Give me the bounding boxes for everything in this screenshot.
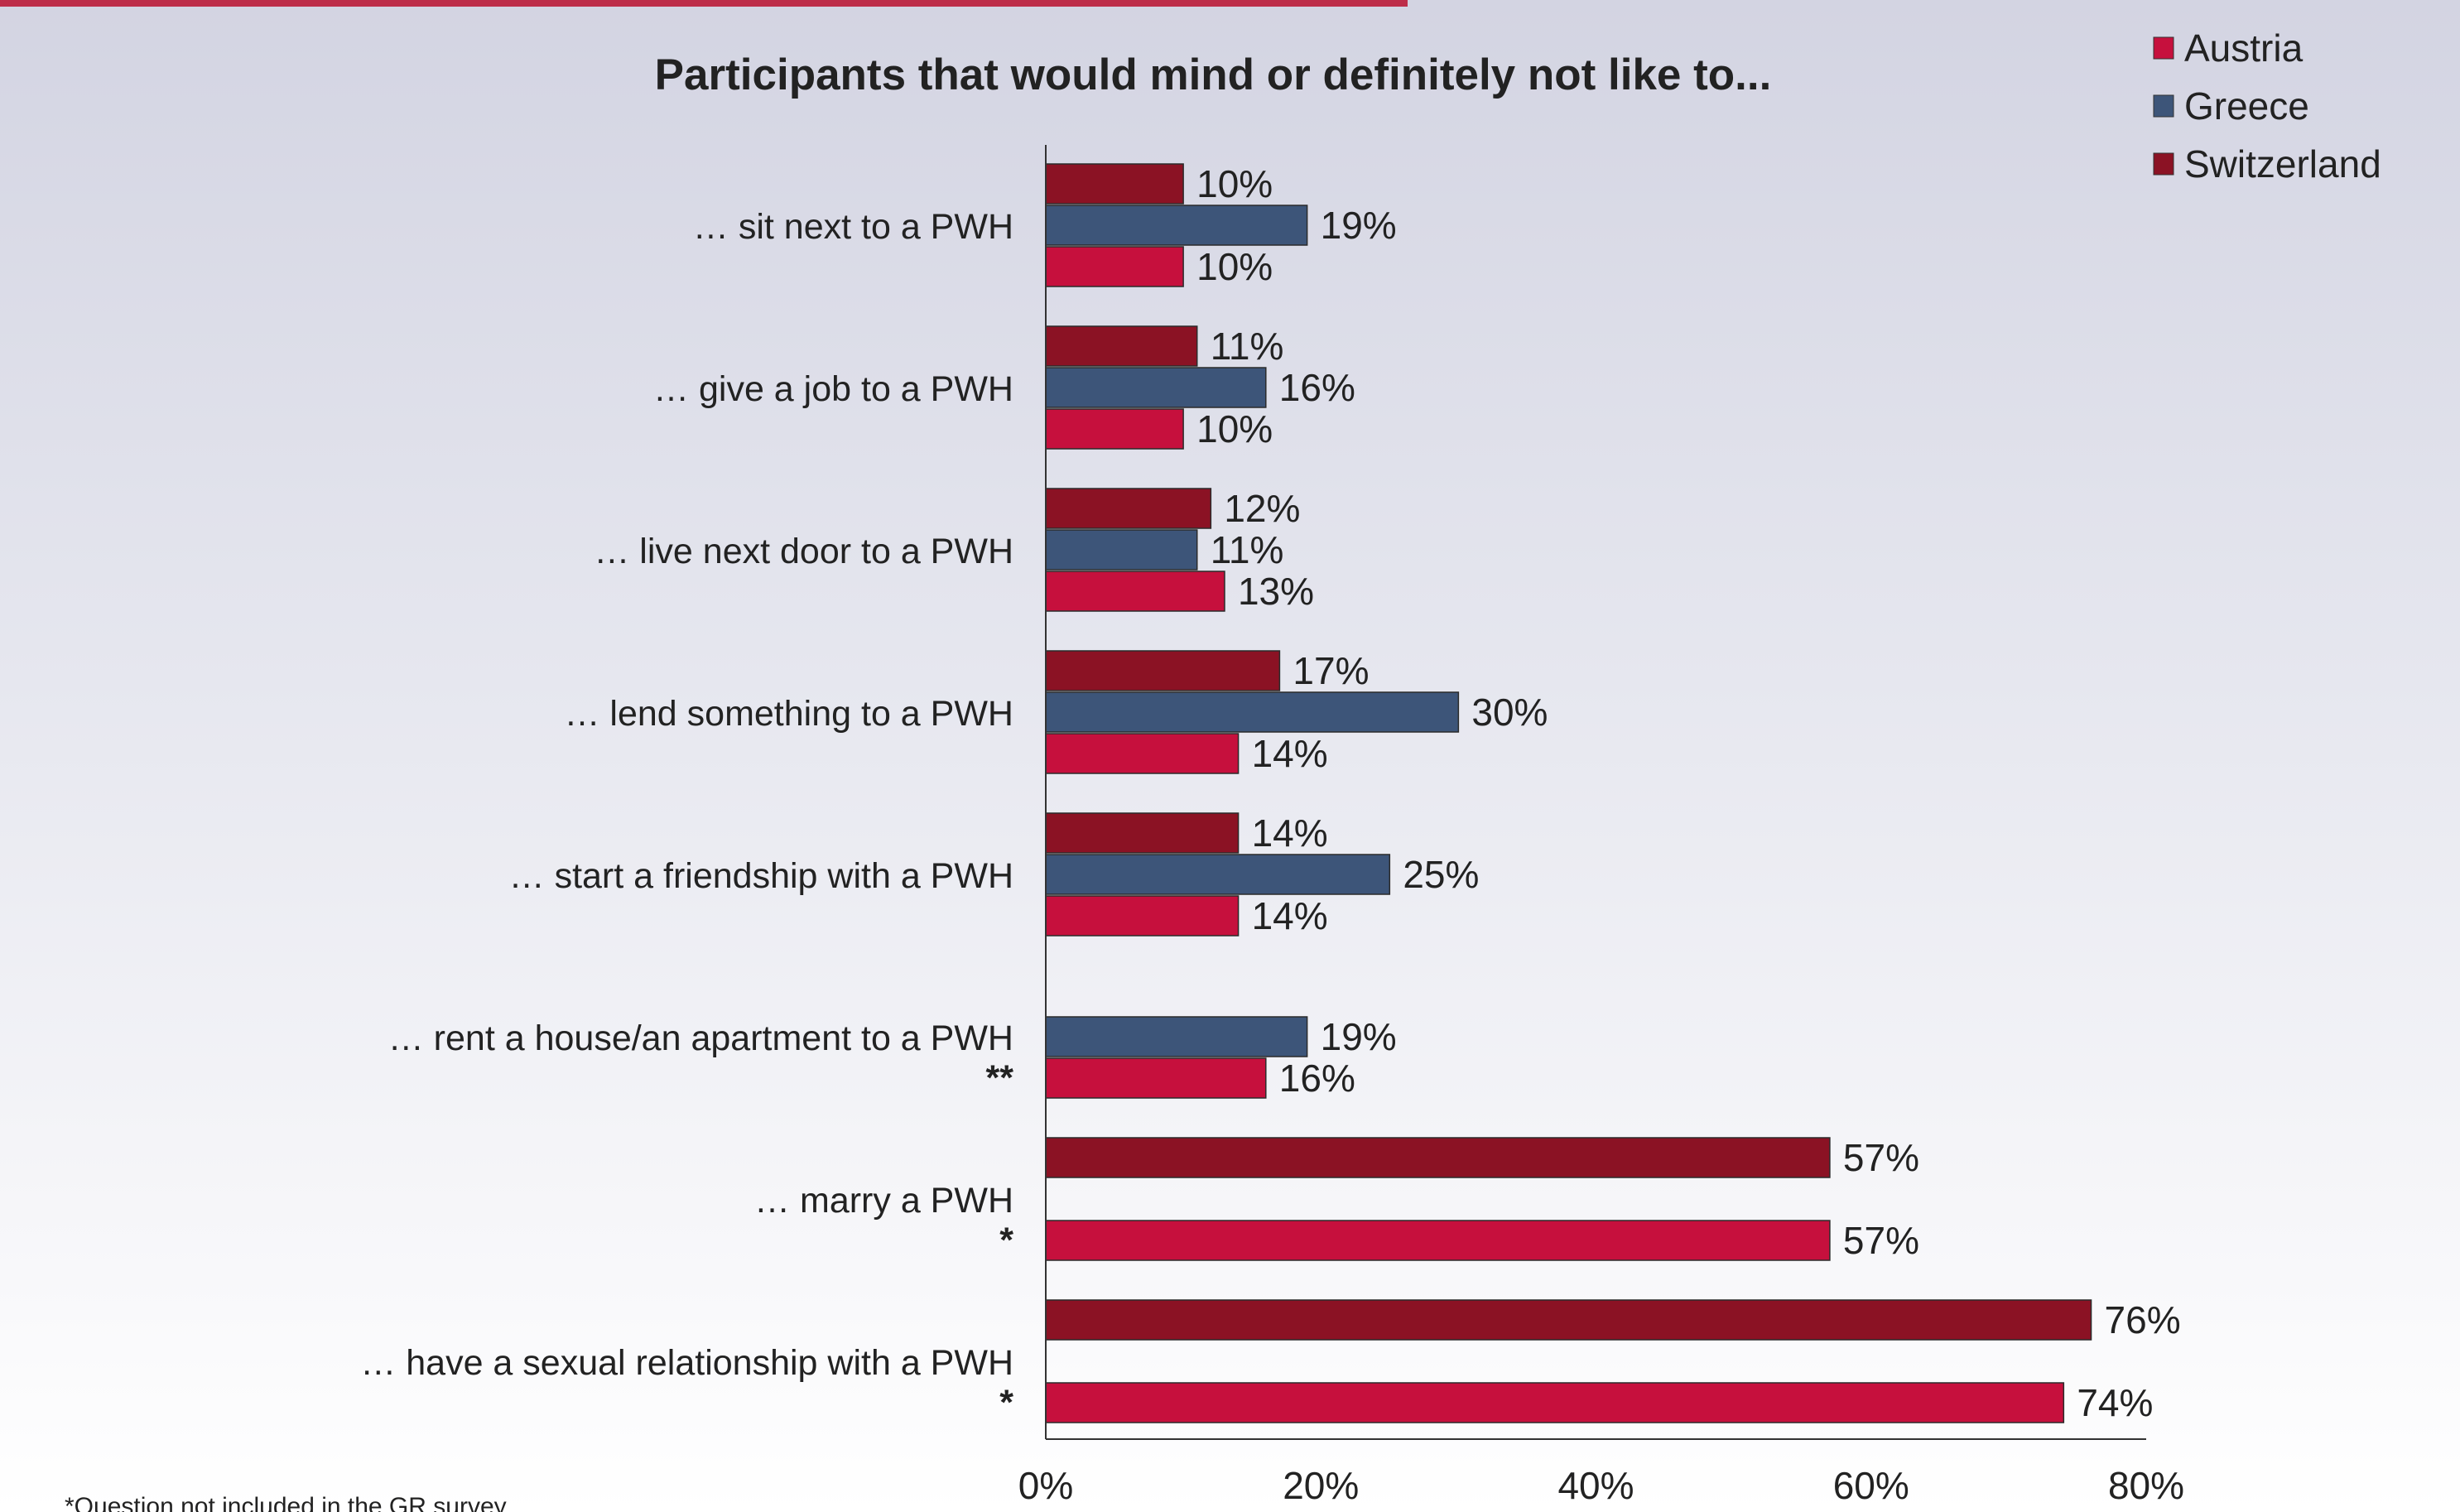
x-tick-label: 20% (1283, 1464, 1359, 1507)
value-label: 11% (1211, 325, 1284, 368)
x-tick-label: 60% (1833, 1464, 1909, 1507)
bar-switzerland (1045, 163, 1184, 205)
bar-austria (1045, 1057, 1267, 1099)
value-label: 19% (1321, 204, 1397, 247)
category-label: … sit next to a PWH (693, 207, 1013, 247)
value-label: 13% (1238, 570, 1314, 613)
legend-label-switzerland: Switzerland (2184, 142, 2381, 185)
bar-austria (1045, 408, 1184, 450)
value-label: 74% (2077, 1381, 2153, 1424)
legend-label-austria: Austria (2184, 26, 2304, 70)
value-label: 57% (1843, 1219, 1919, 1262)
value-label: 12% (1224, 487, 1300, 530)
value-label: 76% (2105, 1298, 2181, 1341)
bar-greece (1045, 1016, 1308, 1057)
x-tick-label: 40% (1557, 1464, 1634, 1507)
category-label: … start a friendship with a PWH (509, 856, 1013, 896)
bar-greece (1045, 205, 1308, 246)
value-label: 10% (1196, 245, 1273, 288)
value-label: 16% (1279, 1057, 1355, 1100)
footnote: *Question not included in the GR survey (65, 1493, 507, 1512)
bar-switzerland (1045, 812, 1240, 854)
bar-austria (1045, 1382, 2065, 1423)
legend-label-greece: Greece (2184, 84, 2309, 128)
bar-switzerland (1045, 1299, 2092, 1341)
value-label: 57% (1843, 1136, 1919, 1179)
value-label: 14% (1252, 894, 1328, 937)
category-label: … have a sexual relationship with a PWH (360, 1343, 1013, 1383)
x-tick-label: 80% (2108, 1464, 2184, 1507)
category-label: … live next door to a PWH (594, 532, 1013, 571)
x-tick-label: 0% (1018, 1464, 1073, 1507)
bar-switzerland (1045, 650, 1281, 691)
bar-greece (1045, 529, 1198, 571)
bar-greece (1045, 367, 1267, 408)
bar-austria (1045, 571, 1225, 612)
value-label: 11% (1211, 528, 1284, 571)
bar-greece (1045, 691, 1460, 733)
category-footnote-marker: * (999, 1221, 1013, 1260)
bar-greece (1045, 854, 1391, 895)
legend-swatch-austria (2153, 36, 2174, 60)
value-label: 10% (1196, 162, 1273, 205)
header-accent-strip (0, 0, 1408, 7)
bar-switzerland (1045, 325, 1198, 367)
category-label: … marry a PWH (754, 1181, 1013, 1221)
legend-swatch-switzerland (2153, 152, 2174, 176)
value-label: 10% (1196, 407, 1273, 450)
category-label: … rent a house/an apartment to a PWH (388, 1018, 1013, 1058)
legend-swatch-greece (2153, 94, 2174, 118)
bar-austria (1045, 246, 1184, 287)
value-label: 19% (1321, 1015, 1397, 1058)
category-label: … lend something to a PWH (564, 694, 1013, 734)
category-footnote-marker: * (999, 1383, 1013, 1423)
value-label: 30% (1471, 691, 1548, 734)
value-label: 16% (1279, 366, 1355, 409)
value-label: 14% (1252, 732, 1328, 775)
value-label: 17% (1293, 649, 1369, 692)
bar-switzerland (1045, 1137, 1831, 1178)
category-footnote-marker: ** (986, 1058, 1014, 1098)
bar-austria (1045, 1220, 1831, 1261)
value-label: 14% (1252, 811, 1328, 855)
chart-title: Participants that would mind or definite… (655, 51, 1772, 99)
value-label: 25% (1403, 853, 1479, 896)
category-label: … give a job to a PWH (653, 369, 1013, 409)
bar-switzerland (1045, 488, 1212, 529)
bar-austria (1045, 895, 1240, 937)
bar-austria (1045, 733, 1240, 774)
